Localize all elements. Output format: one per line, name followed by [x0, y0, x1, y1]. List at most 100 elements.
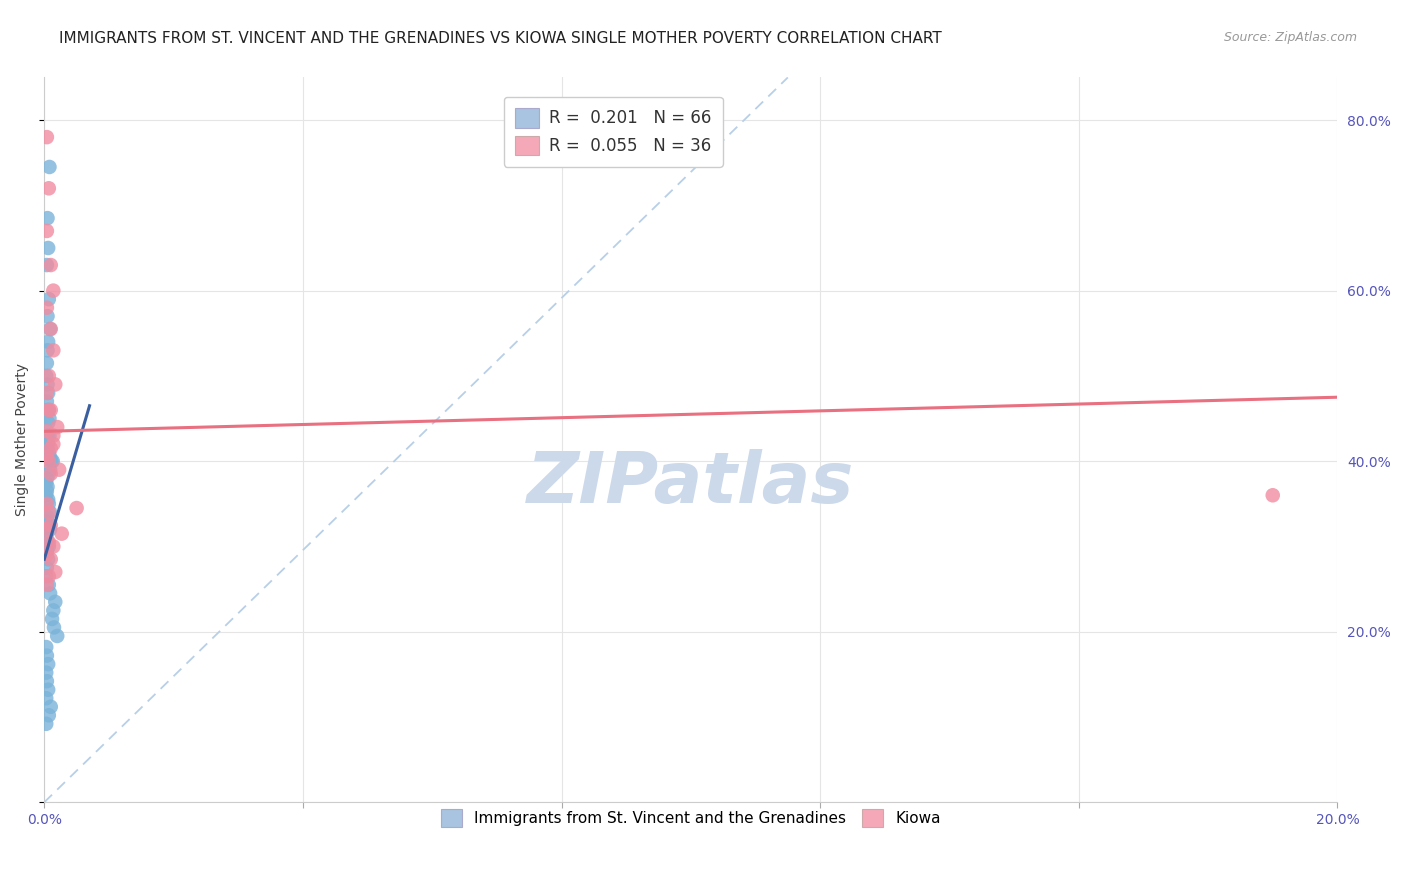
- Point: [38, 403, 60, 417]
- Point: [35, 471, 58, 485]
- Point: [37, 437, 59, 451]
- Point: [37, 241, 59, 255]
- Point: [39, 552, 62, 566]
- Point: [35, 578, 58, 592]
- Legend: Immigrants from St. Vincent and the Grenadines, Kiowa: Immigrants from St. Vincent and the Gren…: [433, 802, 949, 835]
- Point: [37, 386, 59, 401]
- Point: [35, 301, 58, 315]
- Point: [38, 467, 60, 481]
- Point: [46, 629, 69, 643]
- Point: [37, 403, 59, 417]
- Point: [35, 548, 58, 562]
- Point: [42, 343, 65, 358]
- Point: [65, 501, 87, 516]
- Point: [37, 428, 59, 442]
- Point: [42, 437, 65, 451]
- Point: [39, 699, 62, 714]
- Point: [37, 343, 59, 358]
- Point: [39, 442, 62, 456]
- Point: [39, 322, 62, 336]
- Point: [35, 561, 58, 575]
- Point: [37, 657, 59, 672]
- Point: [39, 450, 62, 464]
- Point: [37, 334, 59, 349]
- Point: [44, 595, 66, 609]
- Point: [38, 368, 60, 383]
- Point: [35, 483, 58, 498]
- Text: ZIPatlas: ZIPatlas: [527, 449, 855, 518]
- Point: [38, 535, 60, 549]
- Point: [51, 526, 73, 541]
- Point: [39, 258, 62, 272]
- Point: [37, 377, 59, 392]
- Point: [35, 450, 58, 464]
- Point: [35, 569, 58, 583]
- Point: [38, 578, 60, 592]
- Point: [38, 708, 60, 723]
- Point: [37, 211, 59, 226]
- Point: [35, 522, 58, 536]
- Point: [35, 368, 58, 383]
- Point: [42, 620, 65, 634]
- Text: IMMIGRANTS FROM ST. VINCENT AND THE GRENADINES VS KIOWA SINGLE MOTHER POVERTY CO: IMMIGRANTS FROM ST. VINCENT AND THE GREN…: [59, 31, 942, 46]
- Point: [38, 454, 60, 468]
- Point: [48, 463, 70, 477]
- Y-axis label: Single Mother Poverty: Single Mother Poverty: [15, 363, 30, 516]
- Point: [1261, 488, 1284, 502]
- Point: [39, 586, 62, 600]
- Point: [35, 543, 58, 558]
- Point: [35, 674, 58, 689]
- Point: [35, 716, 58, 731]
- Point: [35, 648, 58, 663]
- Point: [35, 394, 58, 409]
- Point: [39, 518, 62, 533]
- Point: [38, 403, 60, 417]
- Point: [38, 428, 60, 442]
- Point: [38, 292, 60, 306]
- Point: [39, 463, 62, 477]
- Point: [38, 445, 60, 459]
- Point: [35, 224, 58, 238]
- Point: [39, 505, 62, 519]
- Point: [44, 565, 66, 579]
- Point: [35, 509, 58, 524]
- Point: [39, 467, 62, 481]
- Point: [37, 442, 59, 456]
- Point: [42, 284, 65, 298]
- Text: Source: ZipAtlas.com: Source: ZipAtlas.com: [1223, 31, 1357, 45]
- Point: [42, 603, 65, 617]
- Point: [37, 416, 59, 430]
- Point: [38, 505, 60, 519]
- Point: [35, 665, 58, 680]
- Point: [37, 514, 59, 528]
- Point: [42, 540, 65, 554]
- Point: [42, 428, 65, 442]
- Point: [38, 181, 60, 195]
- Point: [37, 535, 59, 549]
- Point: [41, 454, 63, 468]
- Point: [39, 522, 62, 536]
- Point: [44, 377, 66, 392]
- Point: [38, 540, 60, 554]
- Point: [38, 160, 60, 174]
- Point: [35, 258, 58, 272]
- Point: [46, 420, 69, 434]
- Point: [37, 552, 59, 566]
- Point: [38, 497, 60, 511]
- Point: [35, 531, 58, 545]
- Point: [35, 475, 58, 490]
- Point: [35, 425, 58, 439]
- Point: [39, 322, 62, 336]
- Point: [37, 682, 59, 697]
- Point: [38, 569, 60, 583]
- Point: [35, 356, 58, 370]
- Point: [35, 497, 58, 511]
- Point: [38, 411, 60, 425]
- Point: [35, 526, 58, 541]
- Point: [35, 130, 58, 145]
- Point: [38, 518, 60, 533]
- Point: [37, 480, 59, 494]
- Point: [41, 612, 63, 626]
- Point: [39, 403, 62, 417]
- Point: [35, 437, 58, 451]
